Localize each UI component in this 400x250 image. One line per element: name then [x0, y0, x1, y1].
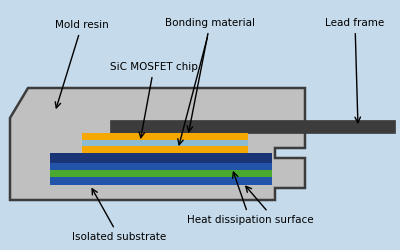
Bar	[82, 146, 248, 153]
Text: Heat dissipation surface: Heat dissipation surface	[187, 172, 313, 225]
Polygon shape	[110, 120, 395, 133]
Bar	[82, 133, 248, 140]
Bar	[82, 140, 248, 146]
Text: SiC MOSFET chip: SiC MOSFET chip	[110, 62, 198, 138]
Bar	[50, 163, 272, 170]
Bar	[50, 170, 272, 177]
Text: Bonding material: Bonding material	[165, 18, 255, 132]
Bar	[50, 153, 272, 163]
Polygon shape	[10, 88, 305, 200]
Bar	[50, 177, 272, 185]
Text: Isolated substrate: Isolated substrate	[72, 189, 166, 242]
Text: Mold resin: Mold resin	[55, 20, 109, 108]
Text: Lead frame: Lead frame	[325, 18, 385, 123]
